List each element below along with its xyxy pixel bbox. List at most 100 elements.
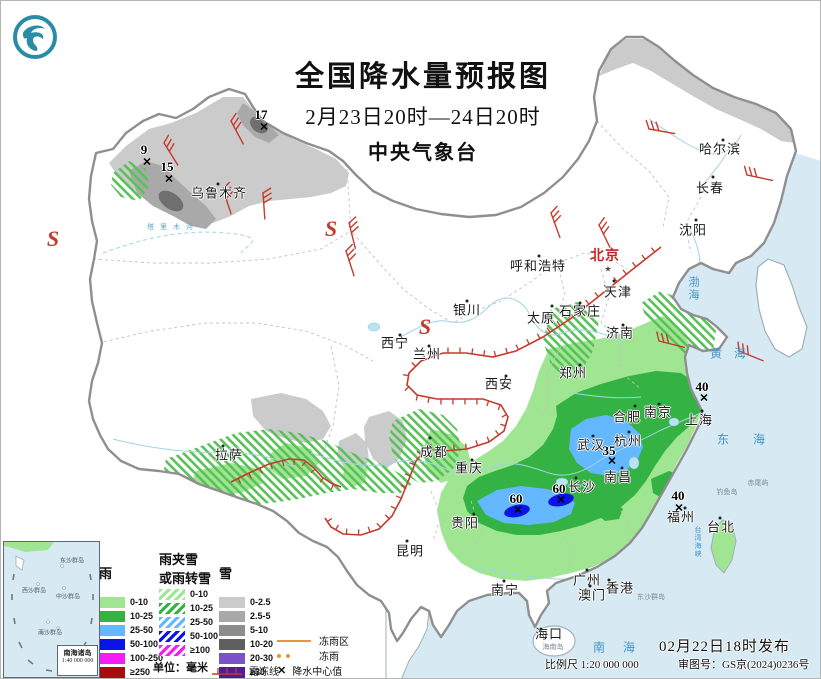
inset-caption: 南海诸岛 1:40 000 000 [57,645,98,676]
legend-range-label: ≥250 [130,667,150,677]
legend-row: 25-50 [99,623,163,637]
legend-swatch-icon [219,652,245,664]
legend-frozen-rain: 冻雨 [277,648,339,663]
legend-swatch-icon [99,624,125,636]
inset-map [4,542,94,672]
legend-frozen-rain-label: 冻雨 [319,652,339,663]
legend-row: 2.5-5 [219,609,273,623]
legend-row: 0-2.5 [219,595,273,609]
legend-column-header: 雨夹雪 [159,552,199,567]
legend-swatch-icon [159,616,185,628]
wind-barb-icon [645,119,676,135]
legend-column-header2: 或雨转雪 [159,571,212,586]
legend-swatch-icon [219,666,245,678]
legend-row: 20-30 [219,651,273,665]
inset-island-label: 中沙群岛 [55,594,81,601]
legend-row: 0-10 [99,595,163,609]
wind-barb-icon [163,134,179,166]
wind-barb-icon [598,217,612,250]
precip-center-x-icon: ✕ [277,665,287,677]
approval-number: 审图号：GS京(2024)0236号 [678,659,810,671]
legend-swatch-icon [99,610,125,622]
wind-barb-icons [163,112,774,362]
precipitation-regions [92,39,794,581]
legend-precip-center: ✕ 降水中心值 [277,663,342,678]
legend-swatch-icon [219,624,245,636]
legend-frost-line: 霜冻线 [211,663,279,678]
taiwan-island [710,519,737,574]
legend-range-label: 20-30 [250,653,274,663]
legend-row: ≥30 [219,665,273,678]
legend-row: 5-10 [219,623,273,637]
legend-swatch-icon [159,602,185,614]
legend-range-label: 2.5-5 [250,611,271,621]
legend-range-label: 0-10 [190,589,209,599]
legend-range-label: 10-25 [190,603,214,613]
legend-range-label: 10-25 [130,611,154,621]
issue-time: 02月22日18时发布 [659,639,791,655]
legend-frost-line-label: 霜冻线 [249,667,279,678]
legend-row: 10-25 [159,601,218,615]
hainan-island [532,625,576,657]
land-korea [755,258,808,358]
legend-range-label: 25-50 [130,625,154,635]
legend-swatch-icon [159,630,185,642]
legend-swatch-icon [99,638,125,650]
legend-row: 0-10 [159,587,218,601]
map-scale: 比例尺 1:20 000 000 [545,659,639,671]
legend-swatch-icon [159,644,185,656]
legend-swatch-icon [159,588,185,600]
wind-barb-icon [222,181,234,215]
legend-frozen-area: 冻雨区 [277,633,349,648]
page-title: 全国降水量预报图 [294,61,552,93]
legend-column-header: 雪 [219,566,233,581]
wind-barb-icon [230,112,244,145]
freezing-rain-dots-icon [277,653,311,658]
legend-range-label: 100-250 [130,653,164,663]
legend-row: 100-250 [99,651,163,665]
legend-row: 10-25 [99,609,163,623]
legend-row: ≥100 [159,643,218,657]
legend-swatch-icon [219,638,245,650]
forecast-period: 2月23日20时—24日20时 [305,105,541,129]
wind-barb-icon [345,243,357,277]
legend-swatch-icon [219,610,245,622]
legend-range-label: 50-100 [190,631,219,641]
legend-column: 雨夹雪 或雨转雪 0-10 10-25 25-50 50-100 ≥100 [159,549,218,657]
inset-island-label: 东沙群岛 [59,558,85,565]
legend-range-label: 5-10 [250,625,269,635]
legend-row: 50-100 [159,629,218,643]
frost-line-icon [212,667,242,675]
legend-precip-center-label: 降水中心值 [292,667,343,678]
wind-barb-icon [262,187,273,220]
agency-name: 中央气象台 [367,142,478,164]
wind-barb-icon [656,331,685,348]
wind-barb-icon [743,165,774,182]
freezing-rain-area-line-icon [277,639,311,642]
legend-swatch-icon [99,652,125,664]
legend-row: 50-100 [99,637,163,651]
legend-range-label: 0-10 [130,597,149,607]
south-china-sea-inset: 东沙群岛西沙群岛中沙群岛南沙群岛 南海诸岛 1:40 000 000 [3,541,100,678]
legend-range-label: 10-20 [250,639,274,649]
legend-swatch-icon [219,596,245,608]
legend-swatch-icon [99,666,125,678]
inset-island-label: 西沙群岛 [21,588,47,595]
legend-column: 雨 0-10 10-25 25-50 50-100 100-250 ≥250 [99,549,163,678]
inset-scale: 1:40 000 000 [61,658,94,665]
legend-range-label: ≥100 [190,645,210,655]
legend-row: 10-20 [219,637,273,651]
china-border [87,35,798,643]
legend-range-label: 0-2.5 [250,597,271,607]
legend-row: ≥250 [99,665,163,678]
wind-barb-icon [348,216,359,249]
inset-island-label: 南沙群岛 [37,630,63,637]
cma-logo-icon [13,15,57,59]
legend-range-label: ≥30 [250,667,265,677]
legend-range-label: 50-100 [130,639,159,649]
map-title-block: 全国降水量预报图 2月23日20时—24日20时 中央气象台 [295,53,551,165]
inset-title: 南海诸岛 [63,649,92,657]
frost-line [230,246,662,536]
